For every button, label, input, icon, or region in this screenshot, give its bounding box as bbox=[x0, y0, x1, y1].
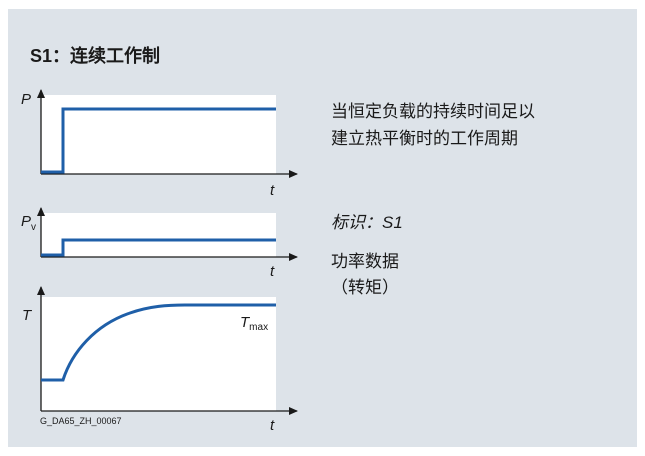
power-plot-area bbox=[41, 95, 276, 174]
figure-code: G_DA65_ZH_00067 bbox=[40, 416, 122, 426]
power-data-label: 功率数据 bbox=[331, 252, 399, 271]
temperature-plot-area bbox=[41, 297, 276, 411]
temperature-chart: T Tmax t G_DA65_ZH_00067 bbox=[22, 286, 298, 434]
description-line-1: 当恒定负载的持续时间足以 bbox=[331, 102, 535, 121]
temperature-x-label: t bbox=[270, 417, 275, 434]
temperature-max-label: Tmax bbox=[240, 314, 268, 333]
power-chart: P t bbox=[21, 89, 298, 199]
page-title: S1：连续工作制 bbox=[30, 46, 161, 66]
power-curve bbox=[41, 107, 276, 174]
marking-label: 标识：S1 bbox=[331, 213, 403, 232]
torque-label: （转矩） bbox=[331, 278, 399, 297]
temperature-curve bbox=[41, 303, 276, 382]
description-text: 当恒定负载的持续时间足以 建立热平衡时的工作周期 bbox=[331, 98, 535, 152]
temperature-y-label: T bbox=[22, 307, 33, 324]
loss-x-label: t bbox=[270, 263, 275, 280]
loss-plot-area bbox=[41, 213, 276, 257]
loss-y-label: Pv bbox=[21, 213, 36, 233]
loss-curve bbox=[41, 238, 276, 257]
power-y-label: P bbox=[21, 91, 31, 108]
loss-chart: Pv t bbox=[21, 207, 298, 280]
power-x-label: t bbox=[270, 182, 275, 199]
description-line-2: 建立热平衡时的工作周期 bbox=[331, 129, 518, 148]
